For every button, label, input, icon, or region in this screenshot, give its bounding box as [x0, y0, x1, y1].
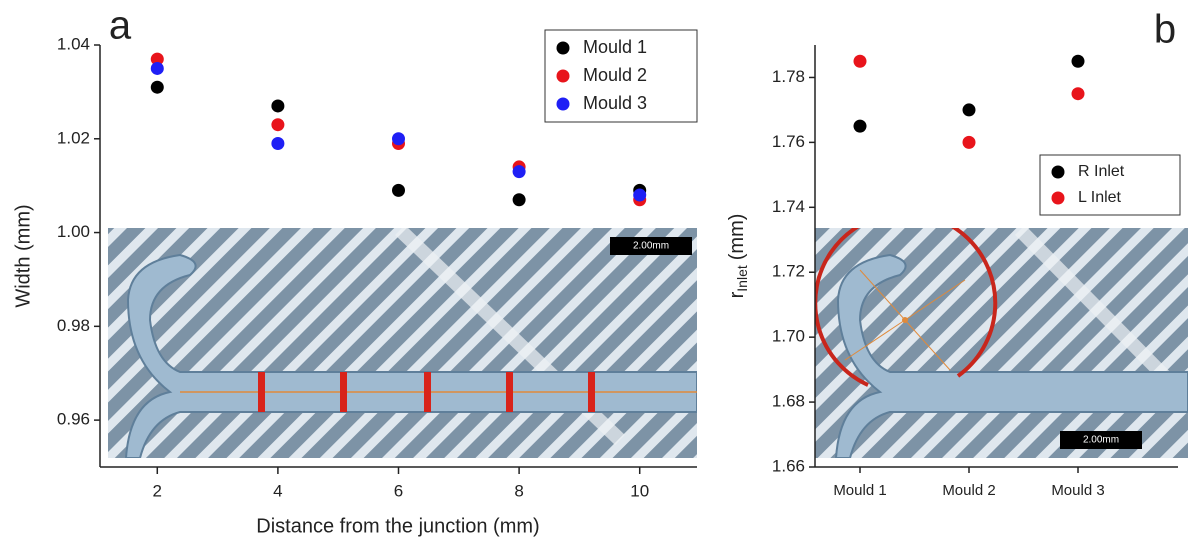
data-point [271, 118, 285, 132]
y-tick-label: 0.98 [57, 316, 90, 335]
y-axis-title-base: r [726, 291, 748, 298]
y-axis-title-unit: (mm) [726, 214, 748, 261]
y-tick-label: 1.04 [57, 34, 90, 53]
y-tick-label: 1.66 [772, 456, 805, 475]
x-tick-label: 8 [514, 481, 523, 500]
photo-inset [815, 228, 1188, 458]
x-tick-label: Mould 3 [1051, 482, 1104, 499]
y-tick-label: 1.70 [772, 327, 805, 346]
photo-inset [108, 228, 697, 458]
y-tick-label: 1.68 [772, 392, 805, 411]
y-tick-label: 1.00 [57, 222, 90, 241]
y-tick-label: 1.78 [772, 67, 805, 86]
y-tick-label: 0.96 [57, 410, 90, 429]
data-point [962, 103, 976, 117]
data-point [392, 132, 405, 146]
data-point [150, 80, 164, 94]
legend-marker [556, 97, 570, 111]
scale-bar-label: 2.00mm [633, 241, 669, 252]
legend-label: L Inlet [1078, 189, 1122, 206]
data-point [512, 165, 526, 179]
panel-label: a [109, 4, 132, 48]
y-tick-label: 1.76 [772, 132, 805, 151]
data-point [853, 54, 867, 68]
y-axis-title: Width (mm) [12, 204, 34, 307]
data-point [512, 193, 526, 207]
legend-label: Mould 3 [583, 93, 647, 113]
x-tick-label: Mould 1 [833, 482, 886, 499]
data-point [150, 52, 164, 66]
legend-label: Mould 2 [583, 65, 647, 85]
y-axis-title-subscript: Inlet [734, 265, 750, 292]
legend-marker [556, 69, 570, 83]
data-point [150, 61, 164, 75]
data-point [392, 183, 405, 197]
scale-bar-label: 2.00mm [1083, 435, 1119, 446]
legend-marker [1051, 165, 1065, 179]
y-axis-title: rInlet (mm) [726, 214, 749, 299]
y-tick-label: 1.74 [772, 197, 805, 216]
x-axis-title: Distance from the junction (mm) [256, 515, 539, 537]
y-tick-label: 1.72 [772, 262, 805, 281]
data-point [633, 188, 647, 202]
data-point [271, 136, 285, 150]
data-point [1071, 54, 1085, 68]
x-tick-label: 2 [153, 481, 162, 500]
data-point [853, 119, 867, 133]
data-point [962, 135, 976, 149]
y-tick-label: 1.02 [57, 128, 90, 147]
x-tick-label: Mould 2 [942, 482, 995, 499]
x-tick-label: 6 [394, 481, 403, 500]
panel-label: b [1154, 8, 1176, 52]
legend-label: R Inlet [1078, 163, 1125, 180]
x-tick-label: 4 [273, 481, 282, 500]
legend-marker [556, 41, 570, 55]
legend-marker [1051, 191, 1065, 205]
data-point [271, 99, 285, 113]
legend-label: Mould 1 [583, 37, 647, 57]
legend-box [1039, 154, 1181, 216]
legend-box [544, 29, 698, 123]
x-tick-label: 10 [630, 481, 649, 500]
data-point [1071, 87, 1085, 101]
